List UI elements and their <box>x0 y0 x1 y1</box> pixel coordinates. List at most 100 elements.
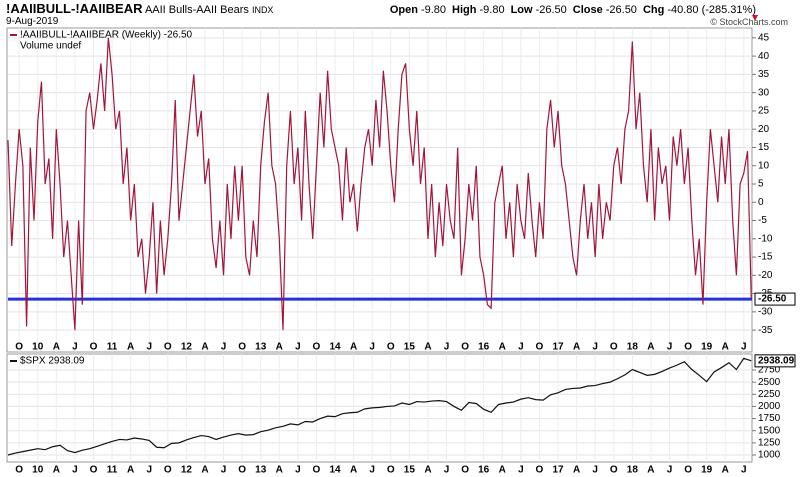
x-tick-label: J <box>295 465 301 476</box>
x-tick-label: 10 <box>32 465 44 476</box>
x-tick-label: O <box>238 342 246 353</box>
symbol: !AAIIBULL-!AAIIBEAR <box>6 1 143 16</box>
x-tick-label: J <box>741 342 747 353</box>
x-tick-label: 16 <box>478 342 490 353</box>
y-tick-label: 40 <box>758 51 770 62</box>
x-tick-label: A <box>201 342 208 353</box>
x-tick-label: 13 <box>255 342 267 353</box>
x-tick-label: O <box>90 342 98 353</box>
x-tick-label: 13 <box>255 465 267 476</box>
x-tick-label: O <box>684 342 692 353</box>
y-tick-label: 1750 <box>758 413 781 424</box>
end-label: 2938.09 <box>758 355 795 366</box>
x-tick-label: A <box>127 465 134 476</box>
x-tick-label: J <box>146 465 152 476</box>
x-tick-label: A <box>647 465 654 476</box>
x-tick-label: O <box>90 465 98 476</box>
x-tick-label: 12 <box>181 342 193 353</box>
x-tick-label: J <box>146 342 152 353</box>
quote-value: -26.50 <box>605 4 637 16</box>
series-line <box>7 37 752 331</box>
x-tick-label: J <box>221 465 227 476</box>
x-tick-label: O <box>313 465 321 476</box>
y-tick-label: -30 <box>758 307 773 318</box>
x-tick-label: J <box>667 342 673 353</box>
x-tick-label: A <box>53 342 60 353</box>
quote-label: Open <box>389 4 418 16</box>
x-tick-label: J <box>369 465 375 476</box>
x-tick-label: 16 <box>478 465 490 476</box>
x-tick-label: O <box>15 465 23 476</box>
y-tick-label: 20 <box>758 124 770 135</box>
end-label: -26.50 <box>758 294 787 305</box>
exchange: INDX <box>251 5 274 15</box>
y-tick-label: 5 <box>758 179 764 190</box>
x-tick-label: O <box>610 342 618 353</box>
x-tick-label: 15 <box>404 465 416 476</box>
x-tick-label: O <box>164 465 172 476</box>
x-tick-label: A <box>722 342 729 353</box>
quote-label: Close <box>572 4 603 16</box>
quote-label: Low <box>510 4 533 16</box>
end-badge <box>754 354 796 368</box>
x-tick-label: O <box>313 342 321 353</box>
credit: © StockCharts.com <box>710 17 788 27</box>
x-tick-label: J <box>741 465 747 476</box>
legend-entry: $SPX 2938.09 <box>20 356 85 367</box>
y-tick-label: 2500 <box>758 377 781 388</box>
x-tick-label: A <box>276 342 283 353</box>
x-tick-label: A <box>276 465 283 476</box>
y-tick-label: 1500 <box>758 425 781 436</box>
quote-value: -9.80 <box>420 4 447 16</box>
x-tick-label: O <box>164 342 172 353</box>
x-tick-label: J <box>667 465 673 476</box>
header-title-row: !AAIIBULL-!AAIIBEAR AAII Bulls-AAII Bear… <box>6 1 273 16</box>
x-tick-label: O <box>387 342 395 353</box>
y-tick-label: -35 <box>758 325 773 336</box>
x-tick-label: J <box>518 342 524 353</box>
x-tick-label: A <box>424 342 431 353</box>
x-tick-label: 14 <box>329 465 341 476</box>
x-tick-label: 17 <box>552 465 564 476</box>
y-tick-label: 10 <box>758 160 770 171</box>
y-tick-label: 2000 <box>758 401 781 412</box>
y-tick-label: 2250 <box>758 389 781 400</box>
x-tick-label: J <box>221 342 227 353</box>
y-tick-label: 45 <box>758 33 770 44</box>
quote-label: High <box>452 4 477 16</box>
x-tick-label: 19 <box>701 465 713 476</box>
x-tick-label: 10 <box>32 342 44 353</box>
x-tick-label: J <box>518 465 524 476</box>
legend-note: Volume undef <box>20 41 81 52</box>
x-tick-label: 18 <box>627 465 639 476</box>
y-tick-label: -15 <box>758 252 773 263</box>
x-tick-label: 11 <box>107 342 118 353</box>
x-tick-label: A <box>499 465 506 476</box>
y-tick-label: 1000 <box>758 450 781 461</box>
y-tick-label: -10 <box>758 233 773 244</box>
x-tick-label: 12 <box>181 465 193 476</box>
x-tick-label: 18 <box>627 342 639 353</box>
x-tick-label: O <box>238 465 246 476</box>
y-tick-label: 1250 <box>758 438 781 449</box>
x-tick-label: A <box>350 342 357 353</box>
symbol-desc: AAII Bulls-AAII Bears <box>144 4 249 16</box>
x-tick-label: A <box>499 342 506 353</box>
x-tick-label: O <box>461 342 469 353</box>
x-tick-label: A <box>647 342 654 353</box>
x-tick-label: J <box>72 465 78 476</box>
x-tick-label: A <box>424 465 431 476</box>
y-tick-label: 0 <box>758 197 764 208</box>
x-tick-label: A <box>127 342 134 353</box>
x-tick-label: O <box>684 465 692 476</box>
x-tick-label: 17 <box>552 342 564 353</box>
x-tick-label: J <box>369 342 375 353</box>
x-tick-label: 14 <box>329 342 341 353</box>
x-tick-label: A <box>201 465 208 476</box>
x-tick-label: O <box>536 465 544 476</box>
x-tick-label: O <box>387 465 395 476</box>
quote-value: -26.50 <box>535 4 567 16</box>
y-tick-label: 2750 <box>758 365 781 376</box>
